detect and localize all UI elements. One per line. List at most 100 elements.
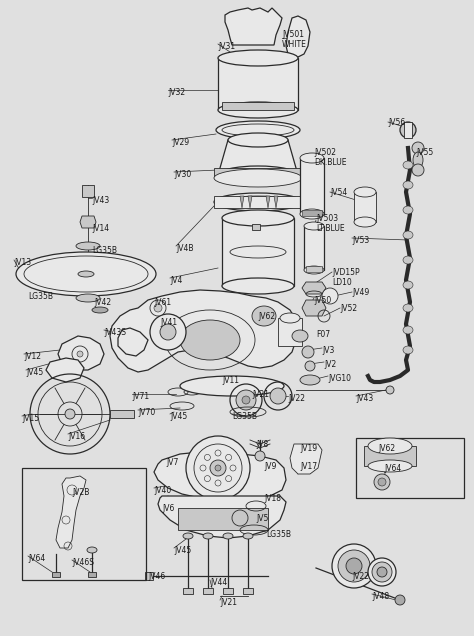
Ellipse shape	[368, 438, 412, 454]
Circle shape	[150, 314, 186, 350]
Ellipse shape	[252, 306, 276, 326]
Text: JV14: JV14	[92, 224, 109, 233]
Text: JV40: JV40	[154, 486, 171, 495]
Bar	[306, 266, 322, 272]
Text: JV43: JV43	[92, 196, 109, 205]
Text: LG35B: LG35B	[266, 530, 291, 539]
Text: JV2B: JV2B	[72, 488, 90, 497]
Text: JV29: JV29	[172, 138, 189, 147]
Ellipse shape	[223, 533, 233, 539]
Polygon shape	[290, 444, 322, 474]
Ellipse shape	[300, 153, 324, 163]
Text: JV62: JV62	[378, 444, 395, 453]
Polygon shape	[110, 290, 296, 372]
Text: JV46S: JV46S	[72, 558, 94, 567]
Text: JV6: JV6	[162, 504, 174, 513]
Text: JV49: JV49	[352, 288, 369, 297]
Polygon shape	[266, 196, 270, 208]
Ellipse shape	[216, 121, 300, 139]
Ellipse shape	[78, 271, 94, 277]
Bar	[223, 588, 233, 594]
Ellipse shape	[354, 217, 376, 227]
Bar	[364, 446, 416, 466]
Circle shape	[236, 390, 256, 410]
Polygon shape	[274, 196, 278, 208]
Text: JV2: JV2	[324, 360, 336, 369]
Ellipse shape	[304, 222, 324, 230]
Circle shape	[242, 396, 250, 404]
Text: JV44: JV44	[210, 578, 227, 587]
Circle shape	[210, 460, 226, 476]
Ellipse shape	[222, 278, 294, 294]
Circle shape	[412, 164, 424, 176]
Text: JV22: JV22	[288, 394, 305, 403]
Circle shape	[378, 478, 386, 486]
Text: JV50: JV50	[314, 296, 331, 305]
Bar	[22, 468, 146, 580]
Bar	[82, 185, 94, 197]
Text: JV17: JV17	[300, 462, 317, 471]
Polygon shape	[218, 140, 298, 175]
Circle shape	[160, 324, 176, 340]
Bar	[252, 224, 260, 230]
Text: JV13: JV13	[14, 258, 31, 267]
Ellipse shape	[403, 206, 413, 214]
Bar	[300, 158, 324, 214]
Text: JV64: JV64	[28, 554, 45, 563]
Ellipse shape	[87, 547, 97, 553]
Circle shape	[386, 386, 394, 394]
Text: JV7: JV7	[166, 458, 178, 467]
Polygon shape	[286, 16, 310, 58]
Text: JV45: JV45	[174, 546, 191, 555]
Text: JV4: JV4	[170, 276, 182, 285]
Text: JV56: JV56	[388, 118, 405, 127]
Ellipse shape	[76, 242, 100, 250]
Ellipse shape	[280, 313, 300, 323]
Ellipse shape	[403, 326, 413, 334]
Bar	[302, 210, 322, 216]
Ellipse shape	[218, 102, 298, 118]
Circle shape	[412, 142, 424, 154]
Ellipse shape	[368, 460, 412, 472]
Ellipse shape	[243, 533, 253, 539]
Ellipse shape	[16, 252, 156, 296]
Bar	[183, 588, 193, 594]
Text: JV45: JV45	[26, 368, 43, 377]
Text: JV43S: JV43S	[104, 328, 126, 337]
Text: JV41: JV41	[160, 318, 177, 327]
Polygon shape	[302, 282, 326, 294]
Circle shape	[377, 567, 387, 577]
Ellipse shape	[300, 375, 320, 385]
Ellipse shape	[76, 294, 100, 302]
Text: JV18: JV18	[264, 494, 281, 503]
Circle shape	[372, 562, 392, 582]
Text: JV19: JV19	[300, 444, 317, 453]
Ellipse shape	[403, 346, 413, 354]
Polygon shape	[80, 216, 96, 228]
Text: JV3: JV3	[322, 346, 334, 355]
Text: JV15: JV15	[22, 414, 39, 423]
Ellipse shape	[183, 533, 193, 539]
Ellipse shape	[228, 133, 288, 147]
Text: F07: F07	[316, 330, 330, 339]
Polygon shape	[58, 336, 104, 370]
Bar	[110, 410, 134, 418]
Circle shape	[395, 595, 405, 605]
Text: JV55: JV55	[416, 148, 433, 157]
Ellipse shape	[413, 152, 423, 168]
Bar	[203, 588, 213, 594]
Text: JV12: JV12	[24, 352, 41, 361]
Text: JV11: JV11	[222, 376, 239, 385]
Text: JV71: JV71	[132, 392, 149, 401]
Ellipse shape	[214, 169, 302, 187]
Ellipse shape	[403, 231, 413, 239]
Text: LG35B: LG35B	[232, 412, 257, 421]
Circle shape	[400, 122, 416, 138]
Ellipse shape	[403, 256, 413, 264]
Ellipse shape	[203, 533, 213, 539]
Text: JV52: JV52	[340, 304, 357, 313]
Circle shape	[368, 558, 396, 586]
Circle shape	[332, 544, 376, 588]
Bar	[218, 58, 298, 110]
Bar	[145, 572, 153, 580]
